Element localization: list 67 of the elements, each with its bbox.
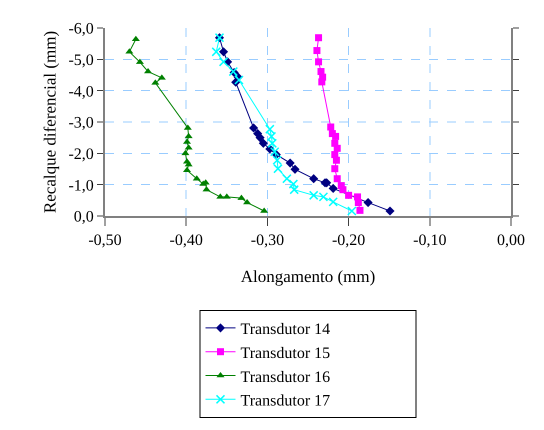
point — [265, 124, 275, 134]
point — [354, 199, 362, 206]
point — [181, 150, 190, 156]
x-tick-label: 0,00 — [497, 232, 525, 250]
y-tick-label: -1,0 — [68, 177, 94, 194]
point — [158, 74, 166, 80]
point — [151, 79, 160, 85]
y-tick-label: -4,0 — [68, 83, 94, 100]
y-tick-label: -2,0 — [68, 146, 94, 163]
x-axis-title: Alongamento (mm) — [240, 267, 376, 286]
point — [315, 58, 322, 66]
point — [364, 198, 373, 208]
point — [331, 165, 338, 172]
point — [334, 175, 341, 182]
point — [132, 36, 140, 42]
point — [347, 206, 357, 216]
point — [289, 184, 299, 194]
legend-label: Transdutor 16 — [240, 368, 330, 386]
point — [327, 124, 334, 131]
legend-label: Transdutor 17 — [240, 392, 330, 410]
point — [288, 179, 298, 189]
point — [328, 184, 338, 193]
point — [313, 47, 320, 54]
point — [211, 47, 221, 57]
point — [286, 158, 295, 168]
y-axis-title: Recalque diferencial (mm) — [40, 30, 60, 214]
point — [256, 133, 265, 142]
point — [219, 47, 228, 56]
x-tick-label: -0,50 — [88, 232, 122, 250]
point — [282, 174, 292, 184]
point — [356, 206, 364, 214]
point — [260, 207, 268, 213]
point — [216, 193, 224, 199]
point — [272, 155, 282, 165]
point — [345, 192, 352, 199]
x-tick-label: -0,20 — [332, 232, 366, 250]
point — [309, 174, 318, 184]
point — [258, 138, 268, 148]
legend-label: Transdutor 14 — [240, 321, 330, 338]
point — [234, 75, 244, 85]
point — [318, 78, 326, 86]
point — [266, 132, 276, 142]
x-tick-label: -0,10 — [413, 232, 446, 250]
point — [385, 206, 395, 216]
point — [332, 156, 340, 164]
x-tick-label: -0,30 — [250, 232, 284, 250]
y-tick-label: -5,0 — [68, 52, 94, 69]
point — [249, 123, 258, 132]
point — [184, 132, 193, 138]
point — [328, 197, 338, 207]
y-tick-label: -3,0 — [68, 114, 94, 132]
point — [218, 57, 228, 67]
point — [125, 48, 134, 54]
point — [332, 132, 340, 140]
legend-label: Transdutor 15 — [240, 344, 330, 362]
point — [268, 138, 278, 148]
y-tick-label: -6,0 — [68, 20, 94, 38]
x-tick-label: -0,40 — [170, 232, 203, 250]
point — [184, 124, 192, 130]
point — [339, 186, 346, 194]
point — [290, 164, 300, 174]
point — [270, 147, 280, 157]
point — [315, 34, 322, 42]
point — [222, 193, 231, 199]
point — [334, 144, 341, 152]
point — [273, 164, 283, 174]
y-tick-label: 0,0 — [74, 208, 94, 226]
